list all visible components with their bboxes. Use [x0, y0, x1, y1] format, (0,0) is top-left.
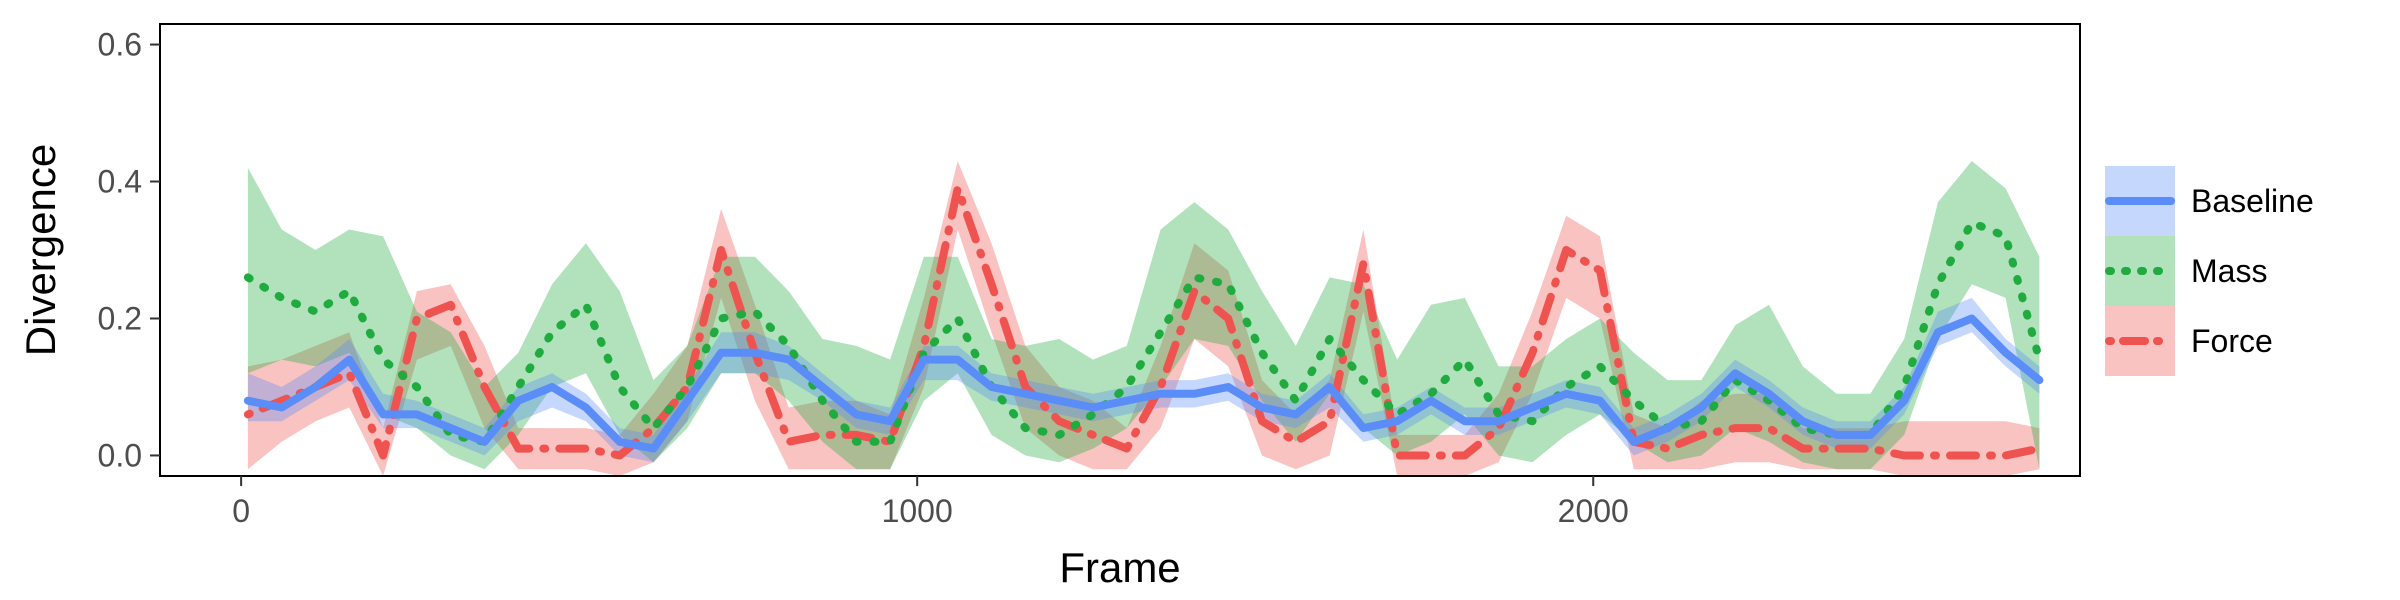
y-tick-label: 0.6 — [98, 27, 142, 63]
y-tick-label: 0.0 — [98, 437, 142, 473]
y-axis-title: Divergence — [17, 144, 64, 356]
legend-item-mass: Mass — [2105, 236, 2267, 306]
series-lines — [243, 184, 2044, 460]
x-tick-label: 0 — [232, 493, 250, 529]
force-series-line — [243, 184, 2044, 460]
legend-item-force: Force — [2105, 306, 2273, 376]
mass-series-line — [243, 218, 2044, 446]
legend-item-baseline: Baseline — [2105, 166, 2314, 236]
legend-label-mass: Mass — [2191, 253, 2267, 289]
legend: Baseline Mass Force — [2105, 166, 2314, 376]
y-axis: 0.0 0.2 0.4 0.6 — [98, 27, 160, 473]
baseline-series-line — [243, 314, 2044, 453]
x-tick-label: 2000 — [1558, 493, 1629, 529]
force-confidence-band — [247, 161, 2040, 476]
y-tick-label: 0.2 — [98, 300, 142, 336]
x-axis-title: Frame — [1059, 544, 1180, 591]
y-tick-label: 0.4 — [98, 164, 142, 200]
legend-label-force: Force — [2191, 323, 2273, 359]
x-axis: 0 1000 2000 — [232, 476, 1629, 529]
x-tick-label: 1000 — [882, 493, 953, 529]
legend-label-baseline: Baseline — [2191, 183, 2314, 219]
plot-panel-border — [159, 23, 2081, 477]
